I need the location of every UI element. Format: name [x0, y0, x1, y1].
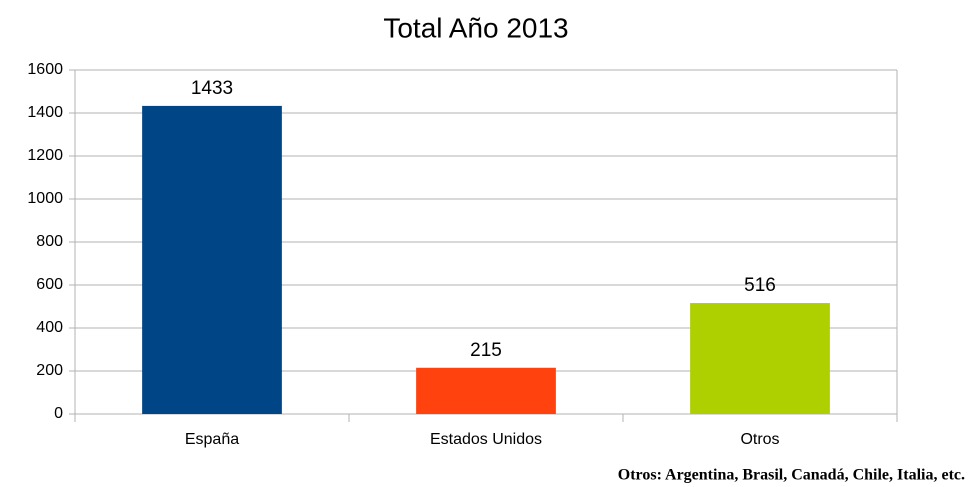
- x-tick-label: Otros: [740, 431, 779, 448]
- y-tick-label: 200: [36, 362, 63, 379]
- data-label: 1433: [191, 78, 233, 99]
- y-tick-label: 1000: [27, 190, 63, 207]
- y-tick-label: 1400: [27, 104, 63, 121]
- y-tick-label: 1600: [27, 61, 63, 78]
- y-tick-label: 800: [36, 233, 63, 250]
- y-tick-label: 1200: [27, 147, 63, 164]
- data-label: 516: [744, 275, 776, 296]
- y-tick-label: 400: [36, 319, 63, 336]
- y-tick-label: 600: [36, 276, 63, 293]
- chart-title: Total Año 2013: [383, 12, 568, 43]
- bar: [142, 105, 282, 414]
- data-label: 215: [470, 340, 502, 361]
- y-tick-label: 0: [54, 405, 63, 422]
- bar: [690, 303, 830, 414]
- x-tick-label: España: [185, 431, 239, 448]
- bar: [416, 367, 556, 414]
- x-tick-label: Estados Unidos: [430, 431, 542, 448]
- annotation: Otros: Argentina, Brasil, Canadá, Chile,…: [618, 467, 965, 484]
